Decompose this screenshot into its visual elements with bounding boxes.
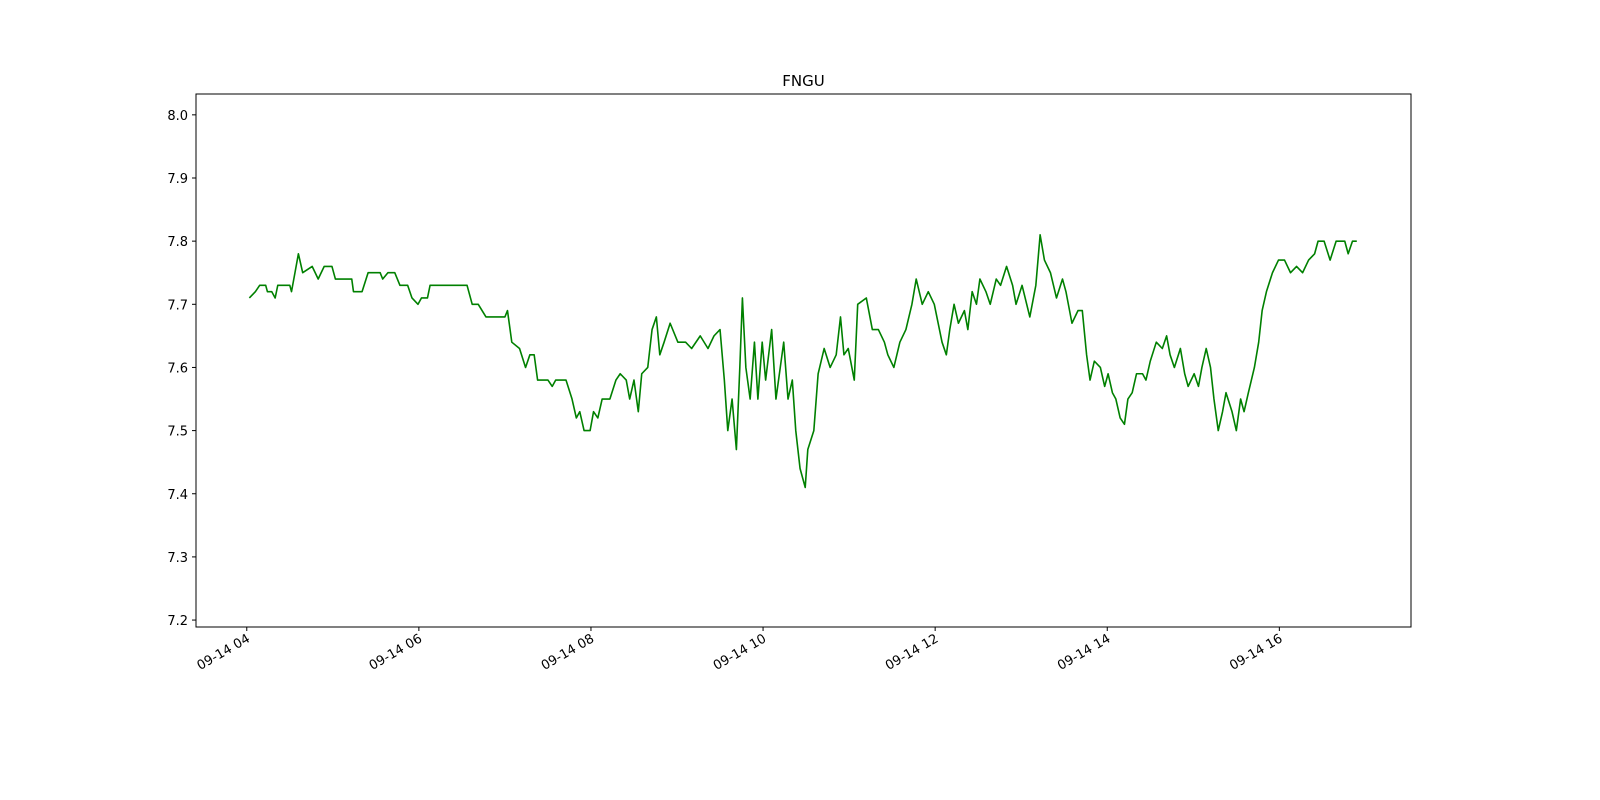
y-tick-label: 7.8	[167, 235, 188, 250]
y-tick-label: 7.7	[167, 298, 188, 313]
x-tick-label: 09-14 06	[367, 631, 425, 673]
y-tick-label: 7.2	[167, 614, 188, 629]
y-tick-label: 7.3	[167, 551, 188, 566]
x-tick-label: 09-14 16	[1227, 631, 1285, 673]
x-tick-label: 09-14 04	[195, 631, 253, 673]
plot-frame	[195, 93, 1412, 628]
y-tick-label: 7.6	[167, 361, 188, 376]
y-tick-label: 7.4	[167, 488, 188, 503]
x-tick-label: 09-14 08	[539, 631, 597, 673]
x-tick-label: 09-14 10	[711, 631, 769, 673]
x-tick-label: 09-14 12	[883, 631, 941, 673]
y-tick-label: 7.5	[167, 425, 188, 440]
y-tick-label: 8.0	[167, 109, 188, 124]
price-line	[248, 234, 1357, 489]
y-tick-label: 7.9	[167, 172, 188, 187]
chart-title: FNGU	[782, 72, 824, 90]
x-tick-label: 09-14 14	[1055, 631, 1113, 673]
